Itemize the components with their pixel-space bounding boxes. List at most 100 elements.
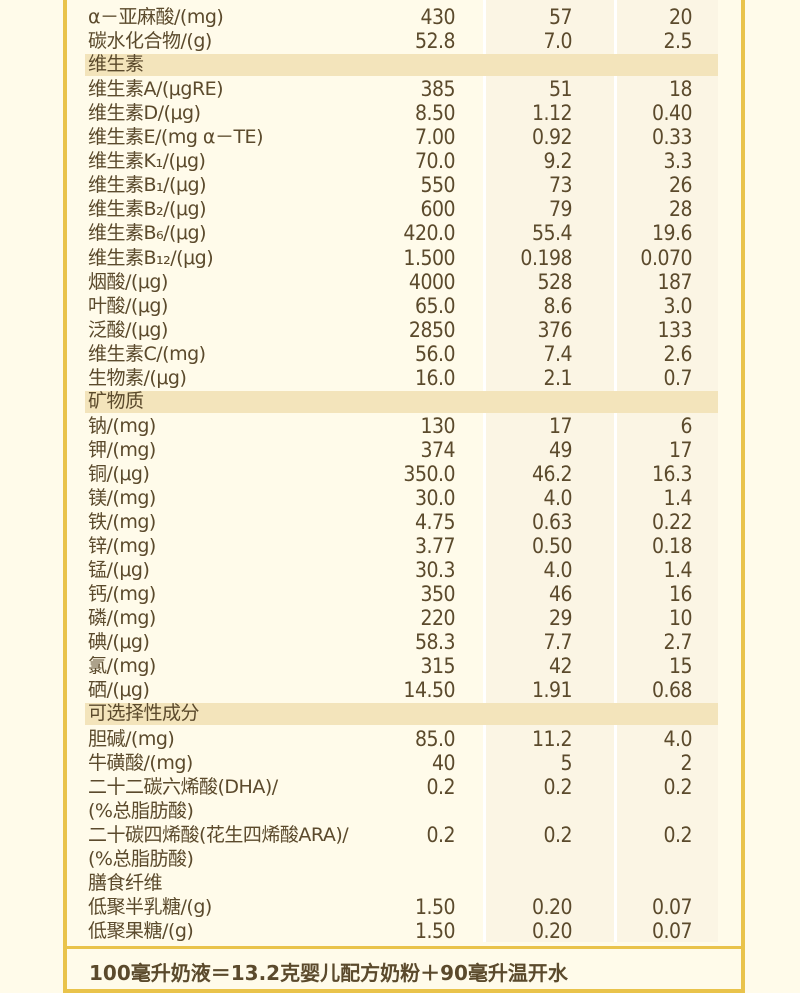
row-value: 70.0 (414, 149, 456, 174)
row-value: 28 (668, 197, 693, 222)
row-label: 维生素E/(mg α－TE) (88, 126, 263, 149)
row-value: 52.8 (414, 29, 456, 54)
section-bar (85, 54, 718, 77)
section-title: 可选择性成分 (88, 702, 200, 725)
row-value: 1.500 (403, 245, 455, 270)
row-value: 7.7 (543, 630, 572, 655)
row-value: 600 (420, 197, 455, 222)
row-label: 生物素/(μg) (88, 366, 187, 389)
row-label: 氯/(mg) (88, 655, 156, 678)
row-value: 30.3 (414, 558, 456, 583)
row-value: 0.22 (651, 510, 693, 535)
row-value: 1.12 (531, 101, 573, 126)
row-label: 膳食纤维 (88, 871, 163, 894)
row-value: 46 (548, 582, 573, 607)
row-value: 0.50 (531, 534, 573, 559)
row-value: 46.2 (531, 461, 573, 486)
row-value: 0.2 (663, 822, 692, 847)
row-value: 8.6 (543, 293, 572, 318)
footer-box: 100毫升奶液＝13.2克婴儿配方奶粉＋90毫升温开水 (63, 946, 745, 993)
row-value: 1.4 (663, 486, 692, 510)
row-value: 2.7 (663, 630, 692, 655)
row-value: 0.40 (651, 101, 693, 126)
row-label: 钙/(mg) (88, 583, 156, 606)
row-value: 7.0 (543, 29, 572, 54)
row-value: 2.1 (543, 365, 572, 390)
row-value: 7.00 (414, 125, 456, 150)
row-value: 0.92 (531, 125, 573, 150)
row-value: 2850 (408, 317, 456, 342)
row-label: 烟酸/(μg) (88, 270, 168, 293)
row-value: 0.2 (663, 774, 692, 799)
row-label: 铜/(μg) (88, 462, 150, 485)
row-label: 维生素B₂/(μg) (88, 198, 207, 221)
row-value: 0.2 (543, 822, 572, 847)
row-value: 350.0 (403, 461, 455, 486)
section-bar (85, 703, 718, 726)
row-value: 73 (548, 173, 573, 198)
row-value: 1.50 (414, 894, 456, 919)
row-value: 51 (548, 77, 573, 102)
row-value: 4.0 (663, 726, 692, 751)
row-value: 56.0 (414, 341, 456, 366)
row-label: 低聚果糖/(g) (88, 919, 194, 942)
row-value: 4.0 (543, 486, 572, 510)
row-value: 57 (548, 5, 573, 29)
row-label: 维生素B₁/(μg) (88, 174, 207, 197)
row-value: 3.0 (663, 293, 692, 318)
row-label: 碘/(μg) (88, 631, 150, 654)
row-value: 0.2 (426, 822, 455, 847)
row-label: 牛磺酸/(mg) (88, 751, 193, 774)
row-value: 0.63 (531, 510, 573, 535)
row-label: 钾/(mg) (88, 438, 156, 461)
row-value: 4000 (408, 269, 456, 294)
row-value: 55.4 (531, 221, 573, 246)
row-value: 385 (420, 77, 455, 102)
row-value: 0.20 (531, 894, 573, 919)
row-value: 58.3 (414, 630, 456, 655)
row-value: 30.0 (414, 486, 456, 510)
row-value: 1.50 (414, 918, 456, 943)
row-value: 11.2 (531, 726, 573, 751)
row-value: 0.20 (531, 918, 573, 943)
column-background (485, 0, 718, 942)
row-value: 0.07 (651, 918, 693, 943)
row-label: 叶酸/(μg) (88, 294, 168, 317)
row-value: 65.0 (414, 293, 456, 318)
row-value: 4.75 (414, 510, 456, 535)
row-label: 锰/(μg) (88, 559, 150, 582)
section-title: 矿物质 (88, 389, 144, 412)
row-value: 0.07 (651, 894, 693, 919)
row-value: 130 (420, 413, 455, 438)
row-value: 550 (420, 173, 455, 198)
row-label: 维生素D/(μg) (88, 102, 201, 125)
row-value: 315 (420, 654, 455, 679)
row-value: 16 (668, 582, 693, 607)
row-value: 528 (537, 269, 572, 294)
row-value: 7.4 (543, 341, 572, 366)
row-value: 8.50 (414, 101, 456, 126)
row-value: 18 (668, 77, 693, 102)
row-label: 维生素A/(μgRE) (88, 78, 224, 101)
row-value: 14.50 (403, 678, 455, 703)
row-value: 26 (668, 173, 693, 198)
column-separator (614, 0, 617, 942)
column-separator (483, 0, 486, 942)
row-label: 锌/(mg) (88, 535, 156, 558)
section-bar (85, 390, 718, 413)
row-label: 二十碳四烯酸(花生四烯酸ARA)/ (%总脂肪酸) (88, 823, 349, 870)
row-value: 1.91 (531, 678, 573, 703)
row-value: 187 (657, 269, 692, 294)
row-value: 4.0 (543, 558, 572, 583)
row-label: 维生素K₁/(μg) (88, 150, 206, 173)
row-value: 16.3 (651, 461, 693, 486)
row-value: 17 (668, 437, 693, 462)
row-label: 低聚半乳糖/(g) (88, 895, 212, 918)
row-value: 79 (548, 197, 573, 222)
row-label: 磷/(mg) (88, 607, 156, 630)
row-label: 胆碱/(mg) (88, 727, 175, 750)
row-value: 1.4 (663, 558, 692, 583)
row-value: 220 (420, 606, 455, 631)
row-label: 铁/(mg) (88, 511, 156, 534)
row-value: 49 (548, 437, 573, 462)
